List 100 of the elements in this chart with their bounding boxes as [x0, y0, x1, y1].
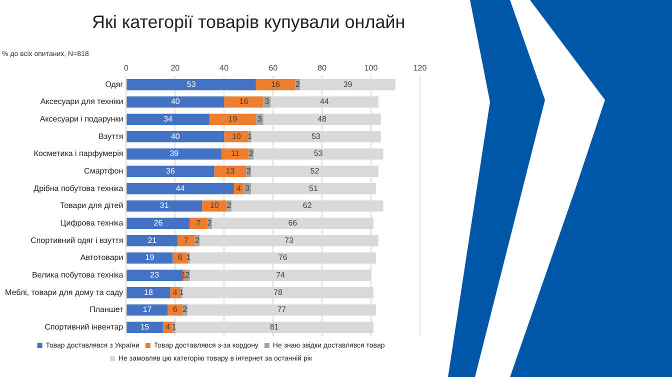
- data-label: 10: [210, 201, 220, 210]
- bar: [126, 218, 190, 229]
- x-tick-label: 120: [413, 63, 428, 72]
- data-label: 2: [182, 305, 188, 314]
- x-tick-label: 0: [124, 63, 129, 72]
- data-label: 66: [288, 218, 298, 228]
- data-label: 39: [343, 80, 353, 89]
- data-label: 36: [166, 166, 176, 176]
- data-label: 44: [176, 184, 186, 193]
- data-label: 2: [207, 218, 212, 228]
- data-label: 78: [274, 288, 283, 297]
- x-tick-label: 100: [364, 63, 378, 72]
- data-label: 18: [144, 288, 154, 297]
- bar: [126, 131, 224, 142]
- data-label: 17: [142, 305, 152, 314]
- data-label: 16: [239, 97, 249, 106]
- bar: [126, 114, 210, 125]
- bar: [222, 148, 249, 160]
- x-tick-label: 60: [268, 63, 278, 72]
- data-label: 31: [160, 201, 170, 210]
- bar: [126, 96, 224, 108]
- data-label: 11: [230, 149, 240, 158]
- y-tick-label: Велика побутова техніка: [32, 270, 124, 280]
- data-label: 77: [277, 305, 287, 314]
- data-label: 15: [140, 322, 150, 332]
- bar: [126, 148, 222, 160]
- y-tick-label: Аксесуари і подарунки: [40, 114, 124, 124]
- y-tick-label: Одяг: [105, 80, 124, 89]
- bar: [126, 235, 178, 246]
- x-tick-label: 20: [170, 63, 180, 72]
- bar: [256, 79, 296, 90]
- y-tick-label: Цифрова техніка: [60, 218, 124, 228]
- x-tick-label: 80: [318, 63, 328, 72]
- data-label: 2: [226, 201, 232, 210]
- bar: [126, 270, 182, 281]
- data-label: 2: [185, 270, 190, 280]
- y-tick-label: Меблі, товари для дому та саду: [4, 288, 124, 297]
- bar: [178, 235, 195, 246]
- bar: [190, 218, 207, 229]
- data-label: 4: [166, 322, 171, 332]
- data-label: 7: [196, 218, 202, 228]
- bar: [126, 183, 234, 194]
- data-label: 53: [311, 132, 321, 141]
- data-label: 53: [314, 149, 324, 158]
- bar: [126, 166, 214, 177]
- data-label: 51: [309, 184, 318, 193]
- data-label: 21: [148, 236, 158, 245]
- data-label: 2: [295, 80, 300, 89]
- bar: [126, 79, 256, 90]
- data-label: 10: [232, 132, 242, 141]
- data-label: 2: [194, 236, 200, 245]
- data-label: 13: [226, 166, 236, 176]
- bar: [126, 304, 168, 316]
- y-tick-label: Взуття: [98, 132, 124, 141]
- y-tick-label: Планшет: [90, 305, 124, 314]
- data-label: 26: [154, 218, 164, 228]
- data-label: 19: [228, 114, 238, 124]
- data-label: 52: [310, 166, 320, 176]
- data-label: 34: [164, 114, 174, 124]
- y-tick-label: Автотовари: [80, 253, 124, 262]
- y-tick-label: Спортивний одяг і взуття: [30, 236, 124, 245]
- data-label: 53: [186, 80, 196, 89]
- y-tick-label: Аксесуари для техніки: [40, 97, 124, 106]
- y-tick-label: Товари для дітей: [60, 201, 124, 210]
- data-label: 16: [271, 80, 281, 89]
- data-label: 7: [184, 236, 189, 245]
- bar: [126, 287, 170, 298]
- data-label: 74: [276, 270, 286, 280]
- bar: [126, 322, 163, 333]
- bar: [224, 96, 264, 108]
- bar: [126, 252, 173, 264]
- data-label: 6: [172, 305, 178, 314]
- data-label: 40: [170, 97, 180, 106]
- data-label: 62: [302, 201, 312, 210]
- bar: [209, 114, 256, 125]
- data-label: 73: [284, 236, 294, 245]
- data-label: 19: [145, 253, 155, 262]
- y-tick-label: Смартфон: [84, 166, 124, 176]
- data-label: 44: [320, 97, 330, 106]
- data-label: 48: [318, 114, 328, 124]
- data-label: 2: [248, 149, 254, 158]
- data-label: 4: [172, 288, 178, 297]
- bar: [126, 200, 202, 212]
- data-label: 2: [246, 166, 252, 176]
- data-label: 3: [264, 97, 270, 106]
- x-tick-label: 40: [220, 63, 230, 72]
- bar: [214, 166, 246, 177]
- data-label: 39: [170, 149, 180, 158]
- data-label: 76: [278, 253, 288, 262]
- data-label: 6: [178, 253, 183, 262]
- data-label: 3: [245, 184, 250, 193]
- data-label: 81: [270, 322, 280, 332]
- data-label: 40: [170, 132, 180, 141]
- y-tick-label: Дрібна побутова техніка: [34, 184, 124, 193]
- bar: [224, 131, 249, 142]
- y-tick-label: Спортивний інвентар: [44, 322, 124, 332]
- data-label: 3: [257, 114, 262, 124]
- data-label: 4: [236, 184, 242, 193]
- y-tick-label: Косметика і парфумерія: [34, 149, 124, 158]
- chart-title: Які категорії товарів купували онлайн: [92, 12, 406, 33]
